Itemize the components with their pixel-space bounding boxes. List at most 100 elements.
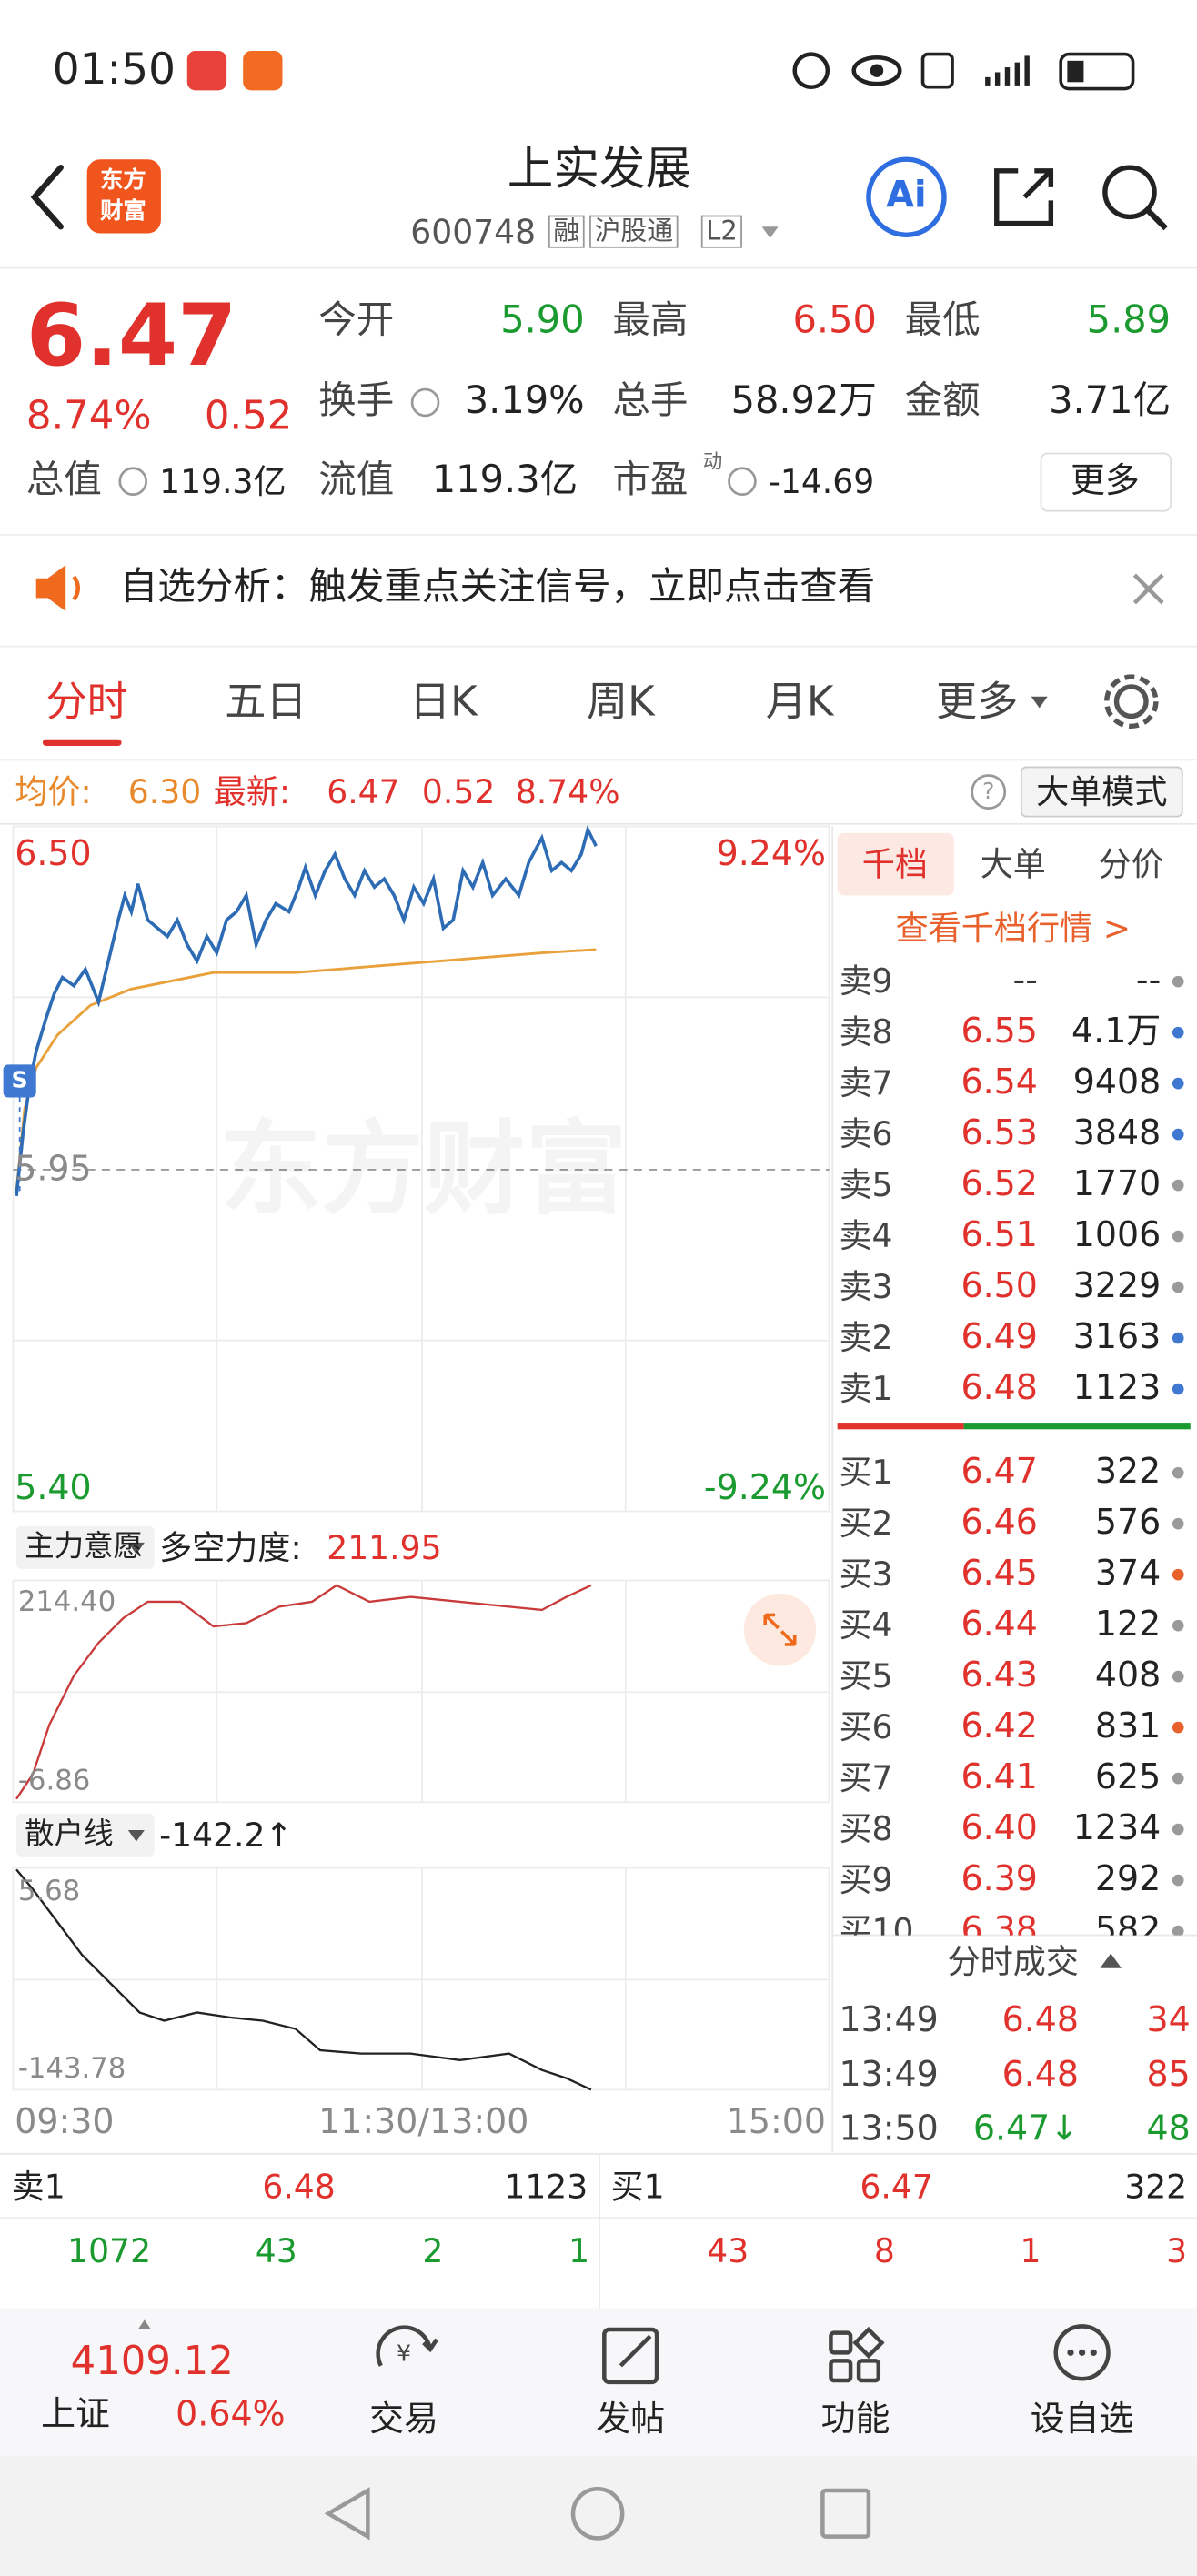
tab[interactable]: 周K bbox=[586, 678, 655, 726]
help-icon[interactable]: ? bbox=[982, 779, 995, 805]
book-volume: 408 bbox=[1094, 1655, 1162, 1695]
more-button[interactable]: 更多 bbox=[1070, 460, 1140, 500]
index-value[interactable]: 4109.12 bbox=[70, 2338, 234, 2384]
bids: 买1 6.47 322 买2 6.46 576 买3 6.45 374 买4 6.44 122 买5 6.… bbox=[832, 1429, 1197, 1936]
book-price: 6.52 bbox=[961, 1163, 1038, 1203]
dot bbox=[1172, 1382, 1184, 1394]
tab[interactable]: 月K bbox=[765, 678, 834, 726]
ai-button[interactable]: Ai bbox=[886, 176, 927, 217]
indicator-label: 多空力度: bbox=[159, 1527, 302, 1568]
book-volume: -- bbox=[1135, 960, 1162, 1001]
dot bbox=[1172, 1076, 1184, 1089]
book-volume: 122 bbox=[1094, 1604, 1162, 1645]
index-name[interactable]: 上证 bbox=[41, 2394, 110, 2434]
book-price: 6.47 bbox=[961, 1451, 1038, 1492]
indicator-value: -142.2↑ bbox=[159, 1815, 293, 1856]
book-volume: 1006 bbox=[1072, 1214, 1162, 1254]
book-tab[interactable]: 分价 bbox=[1098, 844, 1164, 884]
book-volume: 1770 bbox=[1072, 1163, 1162, 1203]
field-label: 金额 bbox=[904, 380, 981, 424]
avg: 6.30 bbox=[127, 771, 202, 812]
nav-item[interactable]: 设自选 bbox=[1030, 2399, 1134, 2440]
book-price: 6.40 bbox=[961, 1807, 1038, 1847]
book-level: 买6 bbox=[839, 1706, 893, 1746]
l1-detail: 3 bbox=[1166, 2230, 1188, 2271]
book-level: 买1 bbox=[839, 1452, 893, 1492]
field-value: 3.71亿 bbox=[1049, 380, 1172, 424]
dot bbox=[1172, 1924, 1184, 1936]
pct-min: -9.24% bbox=[703, 1467, 827, 1508]
book-link[interactable]: 查看千档行情 > bbox=[895, 908, 1131, 949]
book-price: 6.51 bbox=[961, 1214, 1038, 1254]
book-price: 6.53 bbox=[961, 1112, 1038, 1152]
book-price: 6.48 bbox=[961, 1367, 1038, 1407]
indicator-selector[interactable]: 散户线 bbox=[25, 1816, 114, 1852]
price: 6.47 bbox=[25, 287, 237, 387]
book-tab[interactable]: 千档 bbox=[861, 844, 928, 884]
book-volume: 831 bbox=[1094, 1706, 1162, 1746]
price-mid: 5.95 bbox=[15, 1149, 92, 1189]
logo-line: 东方 bbox=[100, 167, 146, 195]
tab[interactable]: 日K bbox=[409, 678, 478, 726]
notice[interactable]: 自选分析：触发重点关注信号，立即点击查看 bbox=[119, 566, 876, 609]
book-level: 卖6 bbox=[839, 1113, 893, 1153]
avg-label: 均价: bbox=[15, 771, 92, 812]
dot bbox=[1172, 1720, 1184, 1733]
dot bbox=[1172, 1280, 1184, 1293]
l1-detail: 1 bbox=[568, 2230, 590, 2271]
book-level: 卖7 bbox=[839, 1062, 893, 1102]
dot bbox=[1172, 1822, 1184, 1835]
tag: 沪股通 bbox=[589, 215, 679, 248]
field-label: 总值 bbox=[25, 458, 102, 502]
field-label: 换手 bbox=[318, 380, 395, 424]
latest: 6.47 bbox=[327, 771, 400, 812]
indicator-max: 5.68 bbox=[17, 1875, 81, 1908]
field-value: 3.19% bbox=[464, 380, 585, 424]
svg-text:¥: ¥ bbox=[397, 2340, 411, 2366]
field-value: 5.90 bbox=[500, 299, 585, 343]
latest-change: 0.52 bbox=[421, 771, 496, 812]
book-volume: 3163 bbox=[1072, 1316, 1162, 1356]
trade-volume: 48 bbox=[1146, 2108, 1191, 2148]
field-sup: 动 bbox=[702, 449, 723, 474]
pct-max: 9.24% bbox=[716, 833, 827, 873]
latest-pct: 8.74% bbox=[515, 771, 620, 812]
stock-code: 600748 bbox=[410, 211, 537, 252]
indicator-value: 211.95 bbox=[327, 1527, 442, 1568]
tab[interactable]: 分时 bbox=[45, 678, 128, 726]
trades-title[interactable]: 分时成交 bbox=[947, 1941, 1080, 1982]
book-volume: 3848 bbox=[1072, 1112, 1162, 1152]
index-pct[interactable]: 0.64% bbox=[176, 2394, 286, 2434]
book-price: 6.55 bbox=[961, 1011, 1038, 1052]
l1-volume: 1123 bbox=[504, 2167, 588, 2207]
dot bbox=[1172, 1229, 1184, 1242]
book-volume: 582 bbox=[1094, 1909, 1162, 1936]
change: 0.52 bbox=[204, 392, 293, 439]
field-label: 总手 bbox=[612, 380, 689, 424]
trade-volume: 34 bbox=[1146, 1999, 1191, 2040]
marker: S bbox=[11, 1067, 28, 1094]
book-level: 卖2 bbox=[839, 1317, 893, 1357]
field-value: 119.3亿 bbox=[431, 458, 578, 502]
book-price: 6.43 bbox=[961, 1655, 1038, 1695]
l1-detail: 2 bbox=[422, 2230, 444, 2271]
tab[interactable]: 五日 bbox=[225, 678, 307, 726]
dot bbox=[1172, 1873, 1184, 1886]
book-tab[interactable]: 大单 bbox=[980, 844, 1046, 884]
nav-item[interactable]: 交易 bbox=[369, 2399, 438, 2440]
field-label: 最低 bbox=[904, 299, 981, 343]
l1-price: 6.47 bbox=[860, 2167, 933, 2207]
dot bbox=[1172, 974, 1184, 987]
book-volume: 3229 bbox=[1072, 1265, 1162, 1305]
nav-item[interactable]: 发帖 bbox=[596, 2399, 666, 2440]
tab[interactable]: 更多 bbox=[935, 678, 1019, 726]
nav-item[interactable]: 功能 bbox=[820, 2399, 890, 2440]
mode-button[interactable]: 大单模式 bbox=[1036, 771, 1168, 812]
l1-detail: 43 bbox=[707, 2230, 749, 2271]
indicator-selector[interactable]: 主力意愿 bbox=[25, 1529, 144, 1565]
book-price: 6.50 bbox=[961, 1265, 1038, 1305]
book-price: 6.44 bbox=[961, 1604, 1038, 1645]
